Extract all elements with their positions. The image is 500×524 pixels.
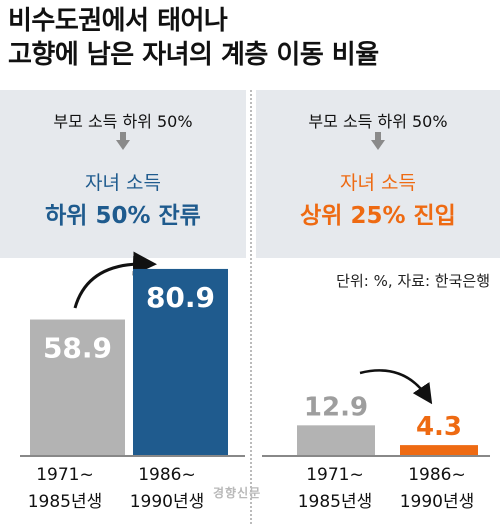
left-x-label-1: 1971~ 1985년생 [10, 462, 120, 516]
x-label-line: 1990년생 [129, 492, 205, 512]
left-baseline [20, 455, 245, 457]
right-down-arrow-icon [371, 140, 385, 150]
x-label-line: 1971~ [306, 465, 364, 485]
watermark-logo: 경향신문 [213, 486, 262, 500]
right-result-line-1: 자녀 소득 [340, 172, 416, 194]
left-result-line-1: 자녀 소득 [85, 172, 161, 194]
right-condition-box: 부모 소득 하위 50% 자녀 소득 상위 25% 진입 [256, 90, 500, 258]
x-label-line: 1985년생 [27, 492, 103, 512]
left-x-label-2: 1986~ 1990년생 [112, 462, 222, 516]
left-condition-box: 부모 소득 하위 50% 자녀 소득 하위 50% 잔류 [0, 90, 246, 258]
value-label-right-1: 12.9 [304, 392, 368, 422]
value-label-left-2: 80.9 [146, 281, 215, 314]
left-down-arrow-stem [120, 132, 126, 141]
right-result-line-2: 상위 25% 진입 [300, 203, 456, 229]
decrease-arrow-icon [359, 369, 433, 405]
left-result-line-2: 하위 50% 잔류 [45, 203, 201, 229]
left-down-arrow-icon [116, 140, 130, 150]
right-x-label-2: 1986~ 1990년생 [382, 462, 492, 516]
left-parent-condition: 부모 소득 하위 50% [53, 112, 193, 131]
unit-source-note: 단위: %, 자료: 한국은행 [336, 272, 490, 290]
bar-right-1 [297, 425, 375, 455]
title-line-2: 고향에 남은 자녀의 계층 이동 비율 [8, 40, 379, 70]
right-x-label-1: 1971~ 1985년생 [280, 462, 390, 516]
bar-left-2 [133, 268, 228, 455]
x-label-line: 1985년생 [297, 492, 373, 512]
chart-title: 비수도권에서 태어나 고향에 남은 자녀의 계층 이동 비율 [8, 4, 488, 72]
value-label-left-1: 58.9 [43, 332, 112, 365]
bar-right-2 [400, 445, 478, 455]
x-label-line: 1990년생 [399, 492, 475, 512]
title-line-1: 비수도권에서 태어나 [8, 6, 228, 36]
increase-arrow-icon [73, 251, 157, 309]
bar-left-1 [30, 319, 125, 455]
x-label-line: 1971~ [36, 465, 94, 485]
x-label-line: 1986~ [138, 465, 196, 485]
value-label-right-2: 4.3 [416, 412, 462, 442]
right-parent-condition: 부모 소득 하위 50% [308, 112, 448, 131]
right-down-arrow-stem [375, 132, 381, 141]
panel-divider [250, 90, 252, 524]
right-baseline [262, 455, 490, 457]
x-label-line: 1986~ [408, 465, 466, 485]
